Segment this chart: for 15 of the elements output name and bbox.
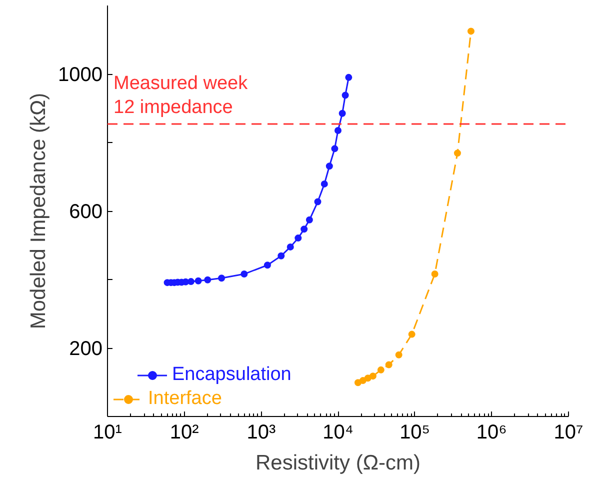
x-tick-label: 10⁵ — [400, 422, 430, 444]
ref-line-label: Measured week 12 impedance — [114, 73, 248, 118]
y-tick-label: 600 — [69, 201, 103, 223]
y-axis-title: Modeled Impedance (kΩ) — [27, 92, 50, 330]
x-tick-label: 10³ — [246, 422, 276, 444]
x-axis-title: Resistivity (Ω-cm) — [255, 452, 421, 474]
x-tick-label: 10² — [170, 422, 200, 444]
y-tick-label: 200 — [69, 338, 103, 360]
legend-label: Interface — [148, 388, 222, 410]
y-tick-label: 1000 — [58, 64, 103, 86]
x-tick-label: 10⁶ — [476, 422, 507, 444]
x-tick-label: 10⁷ — [554, 422, 584, 444]
x-tick-label: 10¹ — [93, 422, 122, 444]
legend-label: Encapsulation — [172, 364, 292, 386]
x-tick-label: 10⁴ — [322, 422, 354, 444]
